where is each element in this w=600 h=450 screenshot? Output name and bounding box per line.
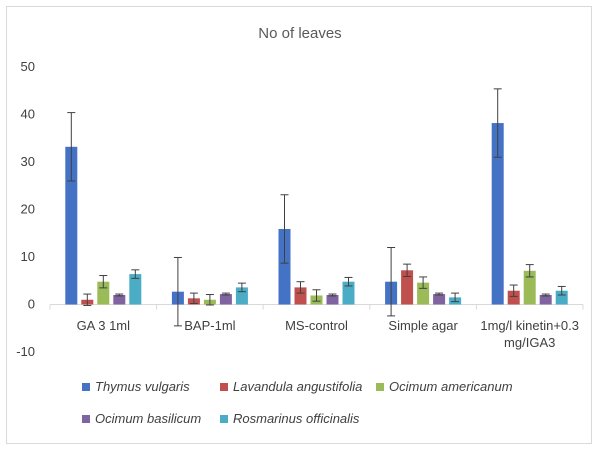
bar (539, 295, 552, 305)
legend-label: Lavandula angustifolia (233, 379, 362, 394)
bar (294, 287, 307, 305)
bar (219, 294, 232, 305)
x-category-label: 1mg/l kinetin+0.3 (480, 318, 579, 333)
bar (278, 228, 291, 305)
bar (433, 294, 446, 305)
bar (401, 270, 414, 305)
legend: Thymus vulgaris Lavandula angustifolia Oci… (82, 379, 513, 426)
bar (523, 270, 536, 305)
x-category-label: mg/IGA3 (504, 335, 555, 350)
bar (113, 295, 126, 305)
legend-swatch (82, 415, 90, 423)
bar (491, 123, 504, 305)
x-category-label: BAP-1ml (184, 318, 235, 333)
y-tick-label: 10 (21, 249, 35, 264)
y-tick-label: 20 (21, 202, 35, 217)
bar (326, 295, 339, 305)
x-category-label: GA 3 1ml (77, 318, 131, 333)
bar (555, 290, 568, 305)
legend-swatch (82, 383, 90, 391)
x-category-label: MS-control (285, 318, 348, 333)
bar (507, 290, 520, 305)
bar (342, 281, 355, 305)
legend-swatch (220, 383, 228, 391)
legend-label: Ocimum basilicum (95, 411, 201, 426)
legend-label: Thymus vulgaris (95, 379, 190, 394)
chart-title: No of leaves (258, 25, 341, 42)
y-tick-label: -10 (16, 344, 35, 359)
y-tick-label: 50 (21, 59, 35, 74)
bar (129, 274, 142, 305)
legend-label: Ocimum americanum (389, 379, 513, 394)
y-tick-label: 0 (28, 297, 35, 312)
bars-group (65, 88, 568, 327)
axis-group: -10 0 10 20 30 40 50 GA 3 1ml BAP-1ml MS-control S… (16, 59, 584, 359)
y-tick-label: 30 (21, 154, 35, 169)
x-category-label: Simple agar (388, 318, 458, 333)
bar (65, 146, 78, 305)
legend-label: Rosmarinus officinalis (233, 411, 360, 426)
legend-swatch (376, 383, 384, 391)
legend-swatch (220, 415, 228, 423)
y-tick-label: 40 (21, 107, 35, 122)
